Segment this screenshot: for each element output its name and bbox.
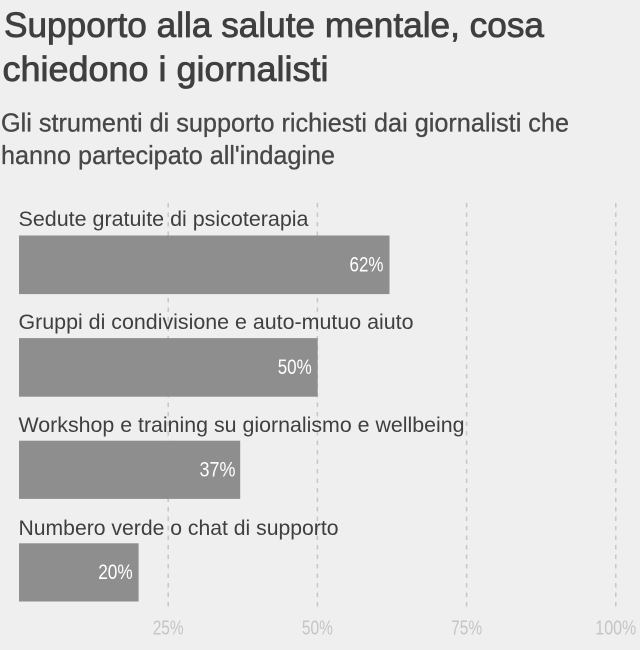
svg-text:50%: 50% (302, 618, 333, 640)
svg-text:37%: 37% (200, 459, 236, 482)
svg-text:Sedute gratuite di psicoterapi: Sedute gratuite di psicoterapia (19, 208, 309, 231)
svg-text:Workshop e training su giornal: Workshop e training su giornalismo e wel… (19, 414, 465, 437)
svg-text:50%: 50% (278, 356, 312, 379)
svg-text:Numbero verde o chat di suppor: Numbero verde o chat di supporto (19, 517, 339, 540)
svg-text:Supporto alla salute mentale,: Supporto alla salute mentale, cosa (4, 6, 545, 45)
svg-text:20%: 20% (98, 561, 133, 584)
svg-text:75%: 75% (451, 618, 482, 640)
svg-text:25%: 25% (153, 618, 184, 640)
svg-text:chiedono i giornalisti: chiedono i giornalisti (3, 50, 329, 89)
svg-text:100%: 100% (595, 618, 636, 640)
svg-text:hanno partecipato all'indagine: hanno partecipato all'indagine (1, 140, 335, 170)
svg-text:62%: 62% (350, 253, 384, 276)
svg-text:Gruppi di condivisione e auto-: Gruppi di condivisione e auto-mutuo aiut… (19, 311, 414, 334)
svg-text:Gli strumenti di supporto rich: Gli strumenti di supporto richiesti dai … (1, 107, 569, 137)
